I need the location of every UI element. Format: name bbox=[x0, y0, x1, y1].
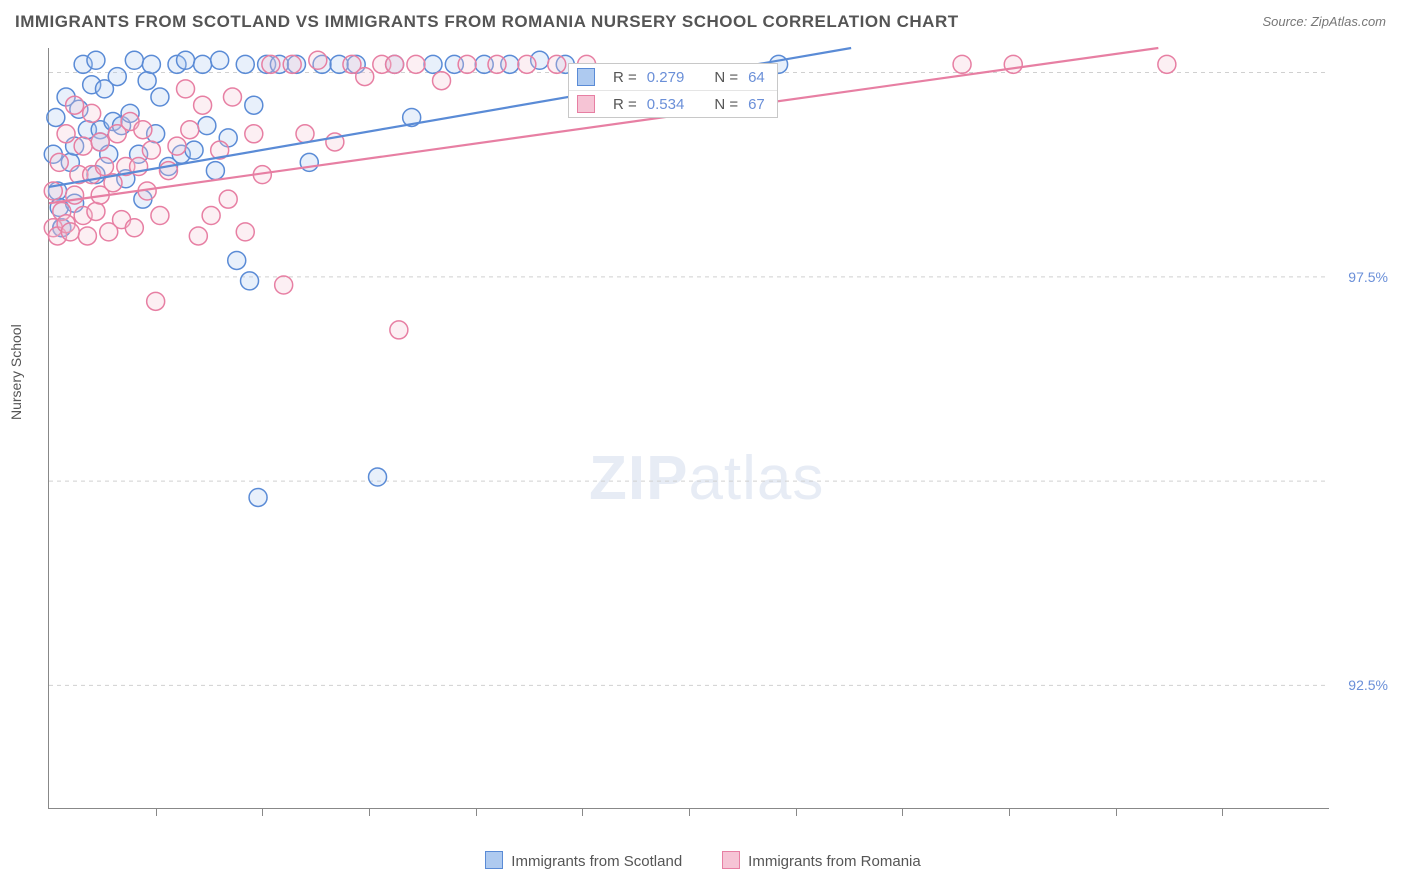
legend-item: Immigrants from Romania bbox=[722, 851, 921, 870]
legend-label: Immigrants from Scotland bbox=[511, 853, 682, 870]
r-value: 0.279 bbox=[647, 69, 685, 86]
legend-label: Immigrants from Romania bbox=[748, 853, 921, 870]
source-credit: Source: ZipAtlas.com bbox=[1262, 14, 1386, 29]
x-tick-mark bbox=[262, 808, 263, 816]
x-tick-mark bbox=[156, 808, 157, 816]
x-tick-mark bbox=[796, 808, 797, 816]
x-tick-mark bbox=[1009, 808, 1010, 816]
series-swatch bbox=[577, 68, 595, 86]
trend-layer bbox=[49, 48, 1329, 808]
legend-item: Immigrants from Scotland bbox=[485, 851, 682, 870]
n-value: 64 bbox=[748, 69, 765, 86]
bottom-legend: Immigrants from Scotland Immigrants from … bbox=[0, 851, 1406, 870]
n-label: N = bbox=[714, 69, 738, 86]
series-swatch bbox=[577, 95, 595, 113]
series-swatch bbox=[485, 851, 503, 869]
r-label: R = bbox=[613, 96, 637, 113]
r-value: 0.534 bbox=[647, 96, 685, 113]
correlation-row: R = 0.279 N = 64 bbox=[569, 64, 777, 90]
y-tick-label: 97.5% bbox=[1348, 269, 1388, 285]
x-tick-mark bbox=[902, 808, 903, 816]
y-tick-label: 92.5% bbox=[1348, 677, 1388, 693]
chart-title: IMMIGRANTS FROM SCOTLAND VS IMMIGRANTS F… bbox=[15, 12, 959, 32]
x-tick-mark bbox=[1116, 808, 1117, 816]
correlation-row: R = 0.534 N = 67 bbox=[569, 90, 777, 117]
x-tick-mark bbox=[582, 808, 583, 816]
n-label: N = bbox=[714, 96, 738, 113]
x-tick-mark bbox=[1222, 808, 1223, 816]
x-tick-mark bbox=[369, 808, 370, 816]
plot-area: ZIPatlas bbox=[48, 48, 1329, 809]
n-value: 67 bbox=[748, 96, 765, 113]
x-tick-mark bbox=[689, 808, 690, 816]
y-axis-label: Nursery School bbox=[8, 324, 24, 420]
x-tick-mark bbox=[476, 808, 477, 816]
correlation-legend: R = 0.279 N = 64 R = 0.534 N = 67 bbox=[568, 63, 778, 118]
r-label: R = bbox=[613, 69, 637, 86]
series-swatch bbox=[722, 851, 740, 869]
